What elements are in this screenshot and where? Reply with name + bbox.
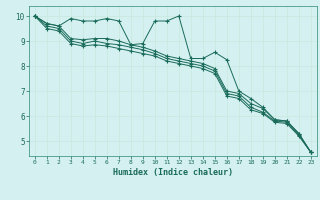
X-axis label: Humidex (Indice chaleur): Humidex (Indice chaleur) (113, 168, 233, 177)
